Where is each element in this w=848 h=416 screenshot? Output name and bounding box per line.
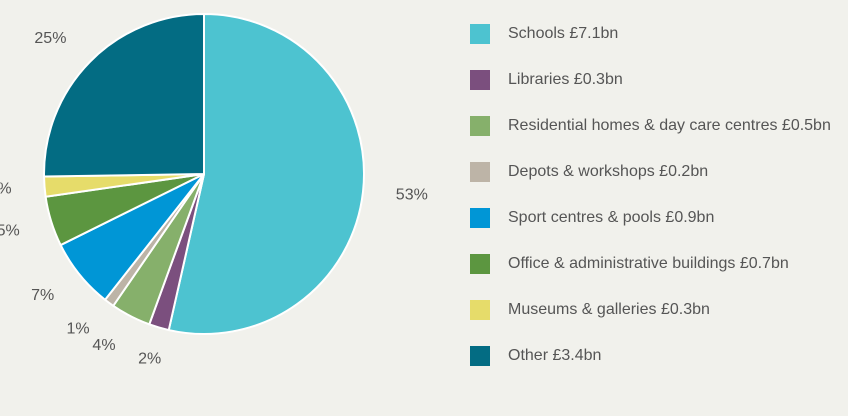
legend-item: Libraries £0.3bn (470, 69, 844, 91)
legend-label: Schools £7.1bn (508, 25, 619, 42)
slice-label: 7% (31, 287, 54, 304)
legend-swatch (470, 300, 490, 320)
legend-item: Museums & galleries £0.3bn (470, 299, 844, 321)
legend-item: Sport centres & pools £0.9bn (470, 207, 844, 229)
legend-label: Libraries £0.3bn (508, 71, 623, 88)
legend-swatch (470, 70, 490, 90)
slice-label: 2% (138, 350, 161, 367)
legend-swatch (470, 346, 490, 366)
pie-slice (167, 12, 365, 335)
slice-label: 53% (396, 187, 428, 204)
legend-label: Sport centres & pools £0.9bn (508, 209, 715, 226)
slice-label: 4% (92, 337, 115, 354)
legend-swatch (470, 162, 490, 182)
legend-swatch (470, 208, 490, 228)
legend-item: Depots & workshops £0.2bn (470, 161, 844, 183)
legend-label: Depots & workshops £0.2bn (508, 163, 709, 180)
legend-item: Residential homes & day care centres £0.… (470, 115, 844, 137)
legend-item: Other £3.4bn (470, 345, 844, 367)
chart: 53% 2% 4%1% 7% 5% 2% 25% (0, 12, 428, 367)
slice-label: 25% (34, 30, 66, 47)
legend-label: Museums & galleries £0.3bn (508, 301, 710, 318)
legend-swatch (470, 116, 490, 136)
pie-slice (43, 12, 205, 178)
slice-label: 1% (66, 321, 89, 338)
legend-label: Residential homes & day care centres £0.… (508, 117, 831, 134)
legend-label: Office & administrative buildings £0.7bn (508, 255, 789, 272)
slice-label: 2% (0, 181, 12, 198)
legend-item: Office & administrative buildings £0.7bn (470, 253, 844, 275)
legend-swatch (470, 254, 490, 274)
legend-swatch (470, 24, 490, 44)
slice-label: 5% (0, 223, 20, 240)
legend: Schools £7.1bn Libraries £0.3bn Residentia… (470, 23, 844, 391)
legend-item: Schools £7.1bn (470, 23, 844, 45)
legend-label: Other £3.4bn (508, 347, 602, 364)
